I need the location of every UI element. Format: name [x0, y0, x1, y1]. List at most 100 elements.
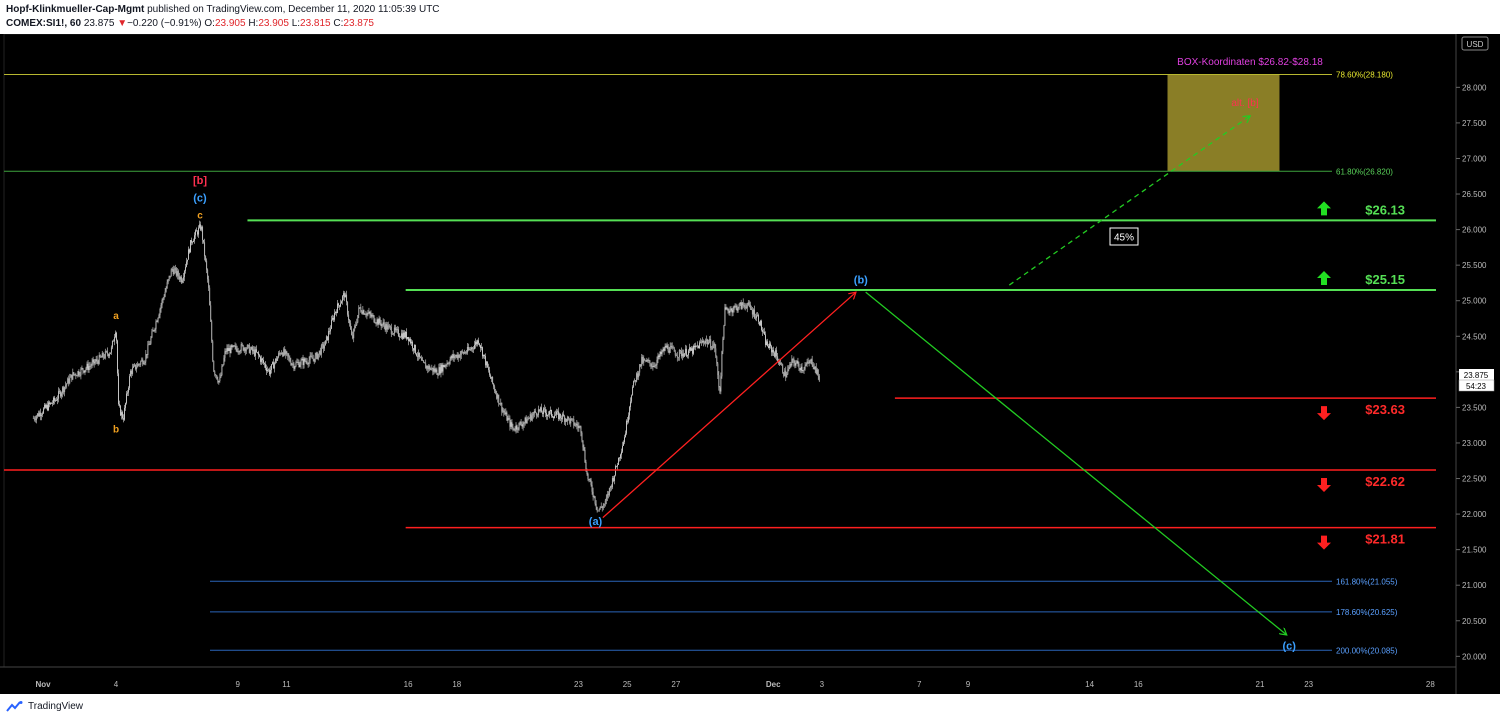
candle-body: [757, 315, 759, 322]
candle-body: [273, 362, 275, 369]
candle-body: [583, 447, 585, 451]
candle-body: [420, 357, 422, 359]
y-tick-label: 25.000: [1462, 297, 1487, 306]
candle-body: [300, 360, 302, 365]
candle-body: [442, 364, 444, 372]
currency-badge[interactable]: [1461, 36, 1489, 51]
candle-body: [732, 310, 734, 313]
candle-body: [432, 367, 434, 372]
candle-body: [405, 331, 406, 338]
candle-body: [67, 378, 69, 384]
candle-body: [556, 411, 557, 415]
candle-body: [179, 277, 181, 280]
candle-body: [602, 505, 604, 509]
candle-body: [206, 260, 208, 270]
candle-body: [239, 351, 241, 353]
candle-body: [225, 351, 227, 352]
symbol-label[interactable]: COMEX:SI1!, 60: [6, 18, 82, 29]
candle-body: [290, 361, 292, 365]
wave-label: (c): [1282, 641, 1296, 653]
candle-body: [812, 364, 814, 368]
candle-body: [121, 412, 122, 416]
candle-body: [720, 376, 722, 392]
candle-body: [367, 313, 369, 314]
x-tick-label: 23: [574, 680, 583, 689]
candle-body: [98, 355, 100, 364]
down-arrow-icon: [1317, 535, 1331, 550]
tradingview-brand[interactable]: TradingView: [6, 701, 83, 712]
candle-body: [38, 412, 40, 417]
candle-body: [679, 350, 681, 351]
candle-body: [489, 370, 491, 376]
candle-body: [663, 348, 665, 351]
x-axis[interactable]: Nov 4 9 11 16 18 23 25 27 Dec 3 7 9 14 16 21 23 28: [0, 666, 1456, 689]
candle-body: [216, 375, 218, 380]
candle-body: [506, 412, 508, 421]
candle-body: [409, 338, 410, 342]
candle-body: [297, 362, 299, 363]
candle-body: [664, 345, 666, 351]
candle-body: [177, 271, 179, 277]
candle-body: [406, 331, 407, 339]
candle-body: [508, 418, 510, 419]
x-tick-label: 23: [1304, 680, 1313, 689]
wave-projection-line[interactable]: [865, 291, 1287, 635]
candle-body: [268, 369, 269, 371]
candle-body: [412, 341, 413, 349]
candle-body: [259, 355, 260, 357]
candle-body: [597, 510, 599, 512]
candle-body: [809, 360, 811, 364]
candle-body: [332, 317, 333, 320]
candle-body: [648, 360, 650, 362]
candle-body: [331, 319, 332, 329]
candle-body: [496, 393, 498, 399]
candle-body: [376, 319, 378, 324]
candle-body: [59, 391, 61, 392]
candle-body: [713, 343, 715, 346]
candle-body: [360, 307, 362, 312]
candle-body: [487, 361, 489, 368]
candle-body: [224, 351, 226, 358]
candle-body: [742, 302, 744, 306]
candle-body: [359, 307, 361, 308]
candle-body: [212, 341, 214, 362]
candle-body: [688, 350, 689, 356]
candle-body: [169, 275, 171, 277]
candle-body: [46, 405, 47, 408]
candle-body: [194, 235, 195, 241]
price-chart[interactable]: 78.60%(28.180) 61.80%(26.820) 161.80%(21.0…: [0, 34, 1500, 694]
candle-body: [522, 424, 524, 427]
candle-body: [681, 353, 683, 357]
candle-body: [135, 364, 137, 370]
candle-body: [685, 348, 687, 357]
candle-body: [397, 329, 399, 337]
bar-countdown: 54:23: [1466, 382, 1487, 391]
candle-body: [474, 344, 475, 349]
candle-body: [170, 269, 172, 277]
candle-body: [768, 346, 769, 348]
candle-body: [415, 344, 417, 354]
candle-body: [140, 361, 142, 365]
candle-body: [144, 361, 146, 364]
candle-body: [712, 345, 714, 349]
candle-body: [444, 365, 446, 367]
chart-header: Hopf-Klinkmueller-Cap-Mgmt published on …: [0, 0, 1500, 34]
candle-body: [207, 269, 209, 280]
candle-body: [676, 355, 678, 358]
candle-body: [133, 365, 135, 368]
x-tick-label: 27: [671, 680, 680, 689]
y-axis[interactable]: USD 28.000 27.500 27.000 26.500 26.000 25.500…: [1455, 34, 1489, 694]
candle-body: [435, 369, 437, 372]
candle-body: [774, 352, 776, 357]
wave-projection-line[interactable]: [602, 292, 856, 519]
candle-body: [800, 366, 802, 371]
candle-body: [68, 378, 70, 384]
candle-body: [312, 358, 314, 360]
wave-projection-line[interactable]: [1008, 116, 1250, 286]
candle-body: [745, 307, 747, 309]
candle-body: [355, 324, 357, 327]
candle-body: [85, 368, 87, 371]
candle-body: [287, 353, 289, 357]
author-name[interactable]: Hopf-Klinkmueller-Cap-Mgmt: [6, 4, 145, 15]
candle-body: [814, 366, 816, 370]
